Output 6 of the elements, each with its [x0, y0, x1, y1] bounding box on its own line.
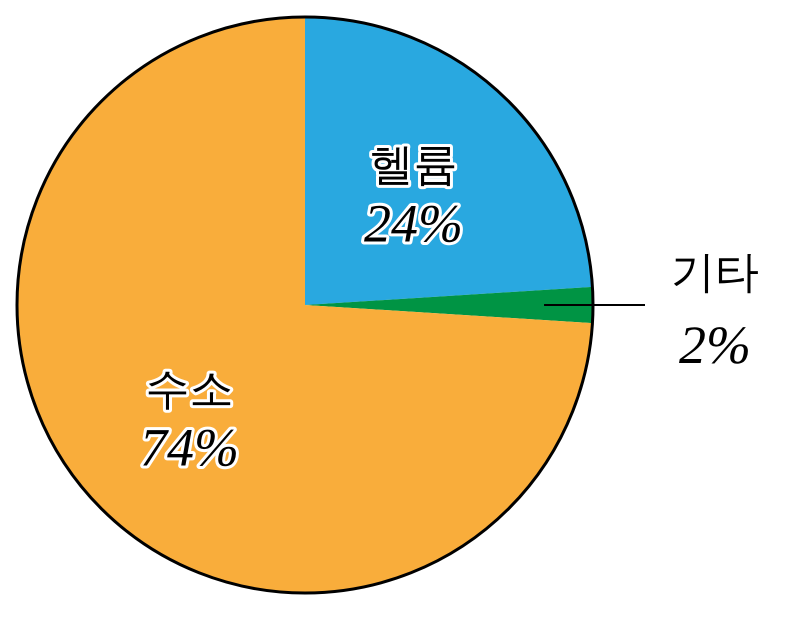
- slice-label: 기타: [671, 247, 759, 298]
- data-label: 24%: [364, 194, 463, 254]
- data-label: 74%: [140, 417, 240, 478]
- slice-label: 헬륨: [369, 140, 458, 191]
- data-label: 2%: [679, 315, 751, 375]
- slice-label: 수소: [146, 363, 234, 414]
